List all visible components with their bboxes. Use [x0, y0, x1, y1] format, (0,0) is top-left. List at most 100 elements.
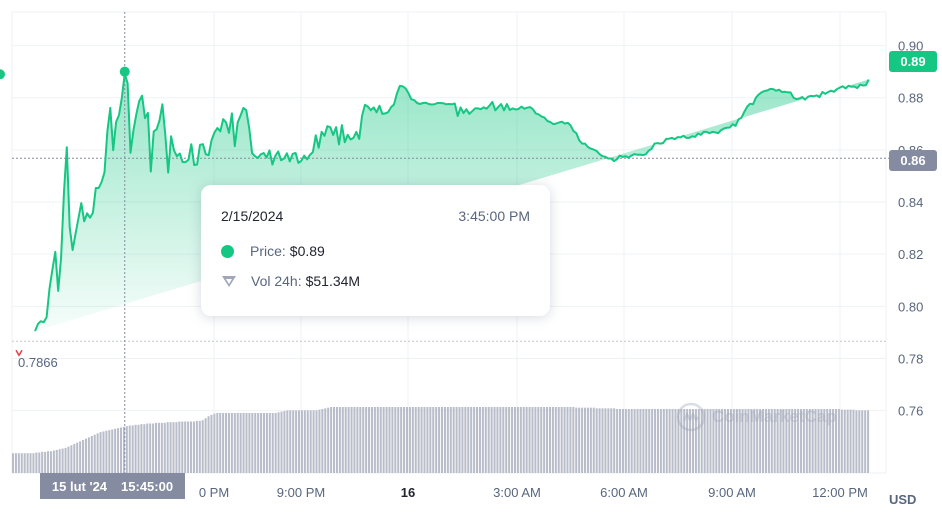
volume-bar — [607, 408, 610, 473]
volume-bar — [458, 407, 461, 473]
volume-bar — [738, 408, 741, 473]
volume-bar — [400, 407, 403, 473]
volume-bar — [335, 407, 338, 473]
volume-bar — [397, 407, 400, 473]
volume-bar — [414, 407, 417, 473]
volume-bar — [274, 412, 277, 473]
volume-bar — [298, 410, 301, 473]
volume-bar — [122, 426, 125, 473]
volume-bar — [333, 407, 336, 473]
volume-bar — [718, 408, 721, 473]
volume-bar — [198, 420, 201, 473]
volume-bar — [735, 408, 738, 473]
volume-bar — [26, 453, 29, 473]
volume-bar — [490, 407, 493, 473]
volume-bar — [589, 407, 592, 473]
x-tick-label: 6:00 AM — [600, 485, 648, 500]
volume-bar — [642, 408, 645, 473]
volume-bar — [286, 410, 289, 473]
volume-bar — [181, 421, 184, 473]
volume-bar — [73, 443, 76, 473]
volume-bar — [648, 408, 651, 473]
reference-price-value: 0.86 — [900, 153, 926, 168]
volume-bar — [254, 412, 257, 473]
y-axis: 0.90 0.88 0.86 0.84 0.82 0.80 0.78 0.76 — [898, 39, 923, 419]
tooltip-price-label: Price: — [250, 243, 286, 259]
volume-bar — [645, 408, 648, 473]
volume-bar — [152, 423, 155, 473]
volume-bar — [84, 438, 87, 473]
volume-bar — [108, 430, 111, 473]
volume-bar — [773, 408, 776, 473]
volume-bar — [283, 410, 286, 473]
volume-bar — [540, 407, 543, 473]
volume-bar — [23, 453, 26, 473]
volume-bar — [785, 408, 788, 473]
volume-bar — [32, 453, 35, 473]
volume-bar — [114, 428, 117, 473]
volume-bar — [365, 407, 368, 473]
volume-bar — [654, 408, 657, 473]
volume-bar — [405, 407, 408, 473]
volume-bar — [41, 451, 44, 473]
volume-bar — [779, 408, 782, 473]
volume-bar — [683, 408, 686, 473]
volume-bar — [44, 451, 47, 473]
tooltip-price-value: $0.89 — [289, 243, 325, 259]
volume-bar — [157, 422, 160, 473]
volume-bar — [61, 448, 64, 473]
volume-bar — [417, 407, 420, 473]
volume-bar — [598, 408, 601, 473]
volume-bar — [584, 407, 587, 473]
volume-bar — [432, 407, 435, 473]
volume-bar — [621, 408, 624, 473]
x-tick-label: 3:00 AM — [493, 485, 541, 500]
volume-bar — [262, 412, 265, 473]
volume-bar — [799, 408, 802, 473]
volume-bar — [204, 418, 207, 473]
x-tick-label: 9:00 PM — [277, 485, 325, 500]
crosshair-date: 15 lut '24 — [51, 478, 108, 494]
volume-bar — [767, 408, 770, 473]
volume-bar — [350, 407, 353, 473]
volume-bar — [691, 408, 694, 473]
volume-bar — [379, 407, 382, 473]
volume-bar — [689, 408, 692, 473]
volume-bar — [724, 408, 727, 473]
volume-bar — [219, 412, 222, 473]
volume-bar — [843, 409, 846, 473]
volume-bar — [671, 408, 674, 473]
volume-bar — [563, 407, 566, 473]
tooltip-volume-value: $51.34M — [305, 273, 361, 289]
volume-bar — [797, 408, 800, 473]
volume-bar — [852, 409, 855, 473]
volume-bar — [160, 422, 163, 473]
volume-bar — [508, 407, 511, 473]
volume-bar — [712, 408, 715, 473]
volume-bar — [195, 420, 198, 473]
volume-bar — [633, 408, 636, 473]
volume-bar — [829, 408, 832, 473]
volume-bar — [408, 407, 411, 473]
volume-bar — [656, 408, 659, 473]
volume-bar — [163, 422, 166, 473]
volume-bar — [811, 408, 814, 473]
y-tick-label: 0.80 — [898, 299, 923, 314]
volume-bar — [627, 408, 630, 473]
volume-bar — [300, 410, 303, 473]
volume-bar — [601, 408, 604, 473]
volume-bar — [546, 407, 549, 473]
volume-bar — [630, 408, 633, 473]
volume-bar — [99, 432, 102, 473]
tooltip-volume-row: Vol 24h: $51.34M — [221, 273, 360, 289]
volume-bar — [394, 407, 397, 473]
volume-bar — [484, 407, 487, 473]
volume-bar — [166, 422, 169, 473]
volume-bar — [388, 407, 391, 473]
volume-bar — [762, 408, 765, 473]
x-tick-label: 12:00 PM — [812, 485, 868, 500]
volume-bar — [814, 408, 817, 473]
volume-bar — [216, 412, 219, 473]
volume-bar — [525, 407, 528, 473]
volume-bar — [318, 409, 321, 473]
